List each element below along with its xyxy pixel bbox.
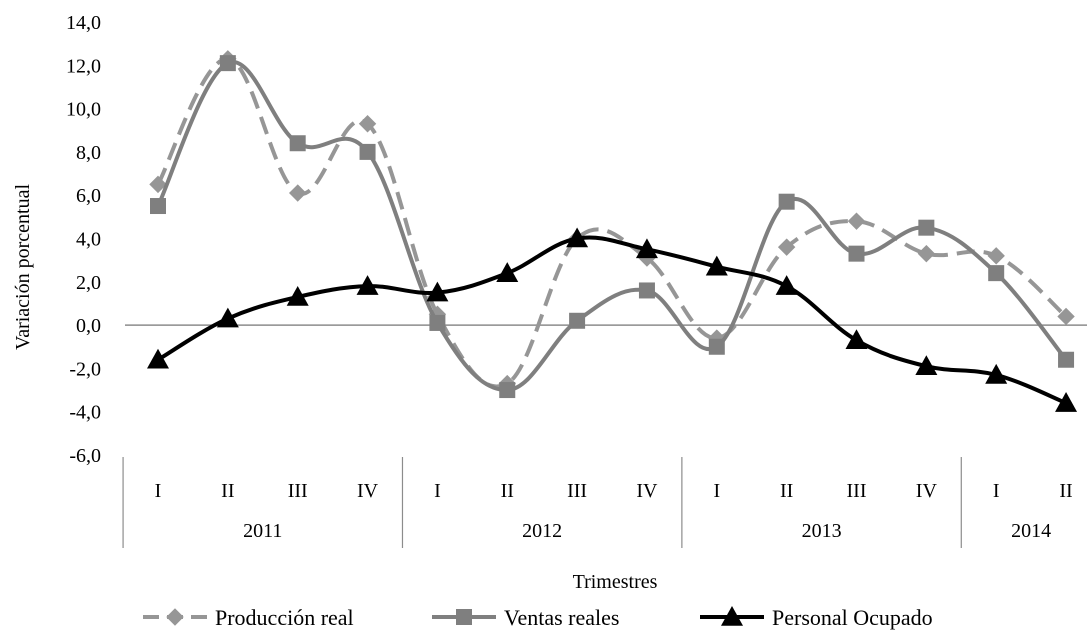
data-point: [708, 338, 725, 355]
legend-item: Personal Ocupado: [700, 605, 933, 630]
legend-marker: [166, 608, 184, 626]
data-point: [288, 184, 307, 202]
x-tick-label: IV: [916, 480, 938, 502]
data-point: [1058, 351, 1075, 368]
y-tick-label: -4,0: [69, 402, 101, 424]
data-point: [216, 307, 239, 328]
legend-label: Personal Ocupado: [772, 605, 933, 630]
y-axis-title: Variación porcentual: [12, 184, 34, 350]
x-tick-label: I: [713, 480, 720, 502]
x-tick-label: II: [501, 480, 514, 502]
y-tick-label: -6,0: [69, 445, 101, 467]
year-label: 2011: [243, 520, 282, 542]
data-point: [638, 282, 655, 299]
data-point: [777, 238, 796, 256]
y-tick-label: 8,0: [76, 142, 101, 164]
data-point: [778, 193, 795, 210]
data-point: [499, 382, 516, 399]
legend: Producción real Ventas reales Personal Ocu…: [143, 605, 933, 630]
series-layer: [147, 50, 1078, 412]
series-line: [156, 235, 1067, 405]
data-point: [918, 219, 935, 236]
data-point: [987, 247, 1005, 265]
data-point: [985, 363, 1008, 384]
year-label: 2012: [522, 520, 562, 542]
legend-label: Ventas reales: [504, 605, 619, 630]
x-tick-label: IV: [636, 480, 658, 502]
data-point: [988, 265, 1005, 282]
x-axis-title: Trimestres: [573, 571, 658, 593]
data-point: [219, 55, 236, 72]
series-square: [150, 55, 1075, 399]
data-point: [286, 285, 309, 306]
y-tick-label: 14,0: [66, 12, 101, 34]
legend-item: Ventas reales: [432, 605, 619, 630]
x-tick-label: IV: [357, 480, 379, 502]
y-tick-label: 0,0: [76, 315, 101, 337]
x-tick-label: III: [847, 480, 867, 502]
data-point: [496, 262, 519, 282]
y-tick-label: 2,0: [76, 272, 101, 294]
x-tick-label: I: [155, 480, 162, 502]
data-point: [149, 175, 167, 194]
data-point: [358, 115, 377, 133]
x-tick-label: II: [221, 480, 234, 502]
y-tick-label: 12,0: [66, 55, 101, 77]
y-tick-label: 10,0: [66, 99, 101, 121]
data-point: [566, 227, 589, 248]
data-point: [775, 275, 798, 295]
data-point: [429, 314, 446, 331]
y-tick-label: 6,0: [76, 185, 101, 207]
data-point: [847, 212, 866, 230]
x-tick-label: II: [1059, 480, 1072, 502]
data-point: [356, 275, 379, 295]
legend-item: Producción real: [143, 605, 354, 630]
y-tick-label: -2,0: [69, 358, 101, 380]
data-point: [635, 238, 658, 259]
x-tick-label: II: [780, 480, 793, 502]
data-point: [1055, 392, 1078, 412]
series-diamond: [149, 50, 1075, 393]
x-tick-label: I: [434, 480, 441, 502]
data-point: [705, 255, 728, 276]
data-point: [848, 245, 865, 262]
legend-marker: [456, 609, 472, 625]
data-point: [289, 135, 306, 152]
data-point: [426, 281, 449, 302]
data-point: [150, 198, 166, 215]
legend-marker: [721, 606, 743, 626]
year-label: 2013: [802, 520, 842, 542]
x-tick-label: III: [567, 480, 587, 502]
data-point: [845, 329, 868, 350]
data-point: [147, 348, 169, 369]
data-point: [569, 312, 586, 329]
series-triangle: [147, 227, 1078, 412]
legend-label: Producción real: [215, 605, 354, 630]
data-point: [917, 244, 936, 263]
data-point: [359, 143, 376, 160]
y-tick-label: 4,0: [76, 229, 101, 251]
axis-layer: -6,0 -4,0 -2,0 0,0 2,0 4,0 6,0 8,0 10,0 12,0 14,0 I…: [66, 12, 1087, 548]
x-tick-label: I: [993, 480, 1000, 502]
x-tick-label: III: [288, 480, 308, 502]
data-point: [915, 355, 938, 376]
data-point: [1057, 307, 1075, 326]
year-label: 2014: [1011, 520, 1051, 542]
